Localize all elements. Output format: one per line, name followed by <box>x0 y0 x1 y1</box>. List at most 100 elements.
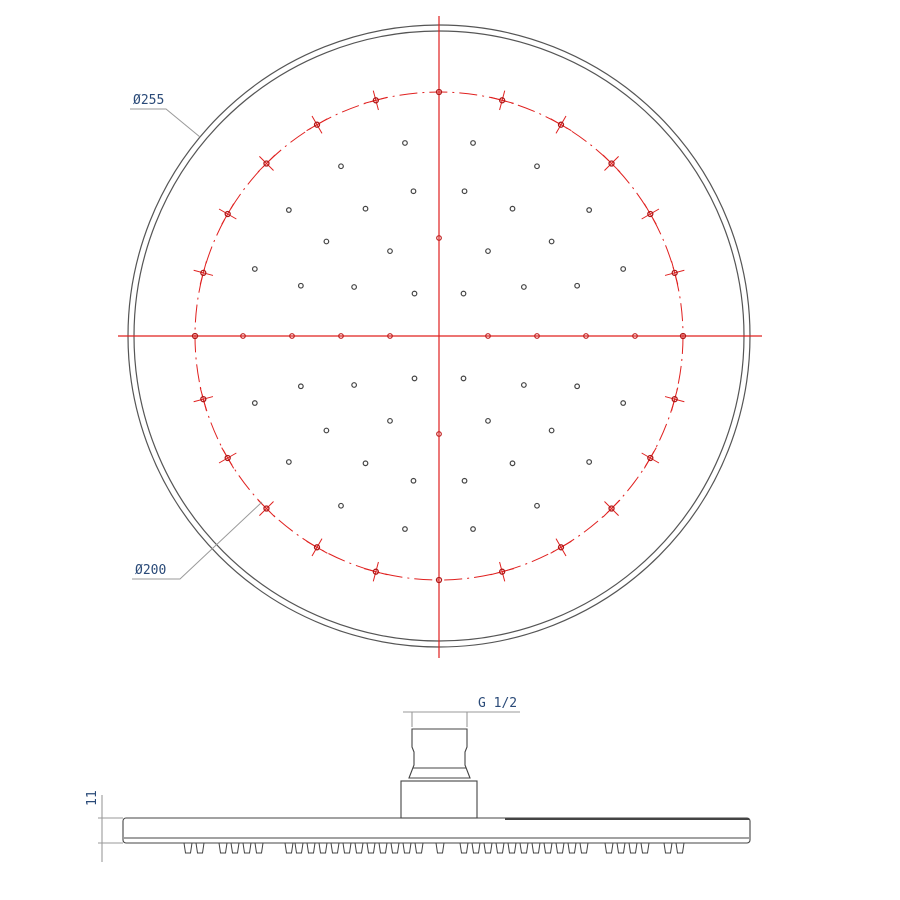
pitch-nozzle-mark <box>364 561 388 582</box>
side-nozzle <box>604 842 614 854</box>
side-nozzle <box>414 842 424 854</box>
pitch-nozzle-mark <box>191 332 199 340</box>
nozzle-hole <box>411 290 418 297</box>
outer-diameter-dimension: Ø255 <box>130 93 201 138</box>
nozzle-hole <box>520 382 527 388</box>
nozzle-hole <box>410 477 417 484</box>
nozzle-hole <box>436 431 442 437</box>
nozzle-hole <box>411 375 418 382</box>
side-nozzle <box>459 842 469 854</box>
nozzle-hole <box>297 383 304 390</box>
pitch-nozzle-mark <box>490 561 514 582</box>
pitch-nozzle-mark <box>218 203 237 225</box>
pitch-nozzle-mark <box>641 203 660 225</box>
top-view: Ø255 Ø200 <box>118 16 762 658</box>
side-nozzle <box>483 842 493 854</box>
pitch-nozzle-mark <box>364 90 388 111</box>
outer-diameter-leader <box>130 108 201 138</box>
pitch-circle-marks <box>191 88 687 584</box>
spray-diameter-leader <box>132 501 263 580</box>
nozzle-holes <box>240 140 638 532</box>
nozzle-hole <box>534 502 540 509</box>
side-nozzle <box>254 842 264 854</box>
side-nozzle <box>390 842 400 854</box>
side-nozzle <box>507 842 517 854</box>
side-nozzle <box>354 842 364 854</box>
nozzle-hole <box>402 140 408 146</box>
nozzle-hole <box>410 188 417 195</box>
side-nozzle <box>402 842 412 854</box>
pitch-nozzle-mark <box>550 538 572 557</box>
pitch-nozzle-mark <box>641 447 660 469</box>
nozzle-hole <box>548 427 555 434</box>
side-nozzle <box>218 842 228 854</box>
thread-dimension <box>403 711 520 727</box>
side-nozzle <box>195 842 205 854</box>
side-nozzle <box>519 842 529 854</box>
nozzle-hole <box>436 235 442 241</box>
nozzle-hole <box>387 417 393 424</box>
side-nozzle <box>342 842 352 854</box>
nozzle-hole <box>534 163 540 170</box>
side-nozzle <box>579 842 589 854</box>
nozzle-hole <box>485 333 491 339</box>
nozzle-hole <box>509 205 516 212</box>
nozzle-hole <box>351 284 358 290</box>
nozzle-hole <box>586 459 593 465</box>
side-nozzle <box>567 842 577 854</box>
side-nozzle <box>294 842 304 854</box>
side-nozzle <box>555 842 565 854</box>
side-nozzle <box>183 842 193 854</box>
pitch-nozzle-mark <box>306 538 328 557</box>
side-nozzle <box>330 842 340 854</box>
nozzle-hole <box>460 375 467 382</box>
shower-plate <box>122 817 751 844</box>
connector-base <box>400 780 478 819</box>
nozzle-hole <box>251 266 258 272</box>
nozzle-hole <box>461 477 468 484</box>
side-nozzle <box>318 842 328 854</box>
nozzle-hole <box>461 188 468 195</box>
nozzle-hole <box>323 238 330 245</box>
nozzle-hole <box>460 290 467 297</box>
connector-nut <box>408 728 471 779</box>
nozzle-hole <box>485 417 491 424</box>
pitch-nozzle-mark <box>435 576 443 584</box>
side-nozzle <box>366 842 376 854</box>
thread-label: G 1/2 <box>478 696 517 711</box>
side-nozzle <box>435 842 445 854</box>
nozzle-hole <box>338 333 344 339</box>
nozzle-hole <box>387 333 393 339</box>
side-view: G 1/2 11 <box>85 696 751 862</box>
pitch-nozzle-mark <box>679 332 687 340</box>
nozzle-hole <box>574 383 581 390</box>
side-nozzle <box>616 842 626 854</box>
side-nozzle <box>242 842 252 854</box>
side-nozzle <box>230 842 240 854</box>
nozzle-hole <box>586 207 593 213</box>
nozzle-hole <box>470 140 476 146</box>
nozzle-hole <box>509 460 516 467</box>
pitch-nozzle-mark <box>664 387 685 411</box>
side-nozzle <box>531 842 541 854</box>
pitch-nozzle-mark <box>664 261 685 285</box>
side-nozzle <box>640 842 650 854</box>
outer-diameter-label: Ø255 <box>133 93 164 108</box>
pitch-nozzle-mark <box>218 447 237 469</box>
nozzle-hole <box>470 526 476 532</box>
pitch-nozzle-mark <box>602 154 621 173</box>
nozzle-hole <box>548 238 555 245</box>
side-nozzle <box>378 842 388 854</box>
pitch-nozzle-mark <box>257 499 276 518</box>
side-nozzle <box>306 842 316 854</box>
nozzle-hole <box>534 333 540 339</box>
nozzle-hole <box>351 382 358 388</box>
pitch-nozzle-mark <box>193 261 214 285</box>
nozzle-hole <box>251 400 258 406</box>
nozzle-hole <box>387 248 393 255</box>
nozzle-hole <box>485 248 491 255</box>
pitch-nozzle-mark <box>550 115 572 134</box>
side-nozzle <box>543 842 553 854</box>
side-nozzle <box>284 842 294 854</box>
side-nozzle <box>471 842 481 854</box>
